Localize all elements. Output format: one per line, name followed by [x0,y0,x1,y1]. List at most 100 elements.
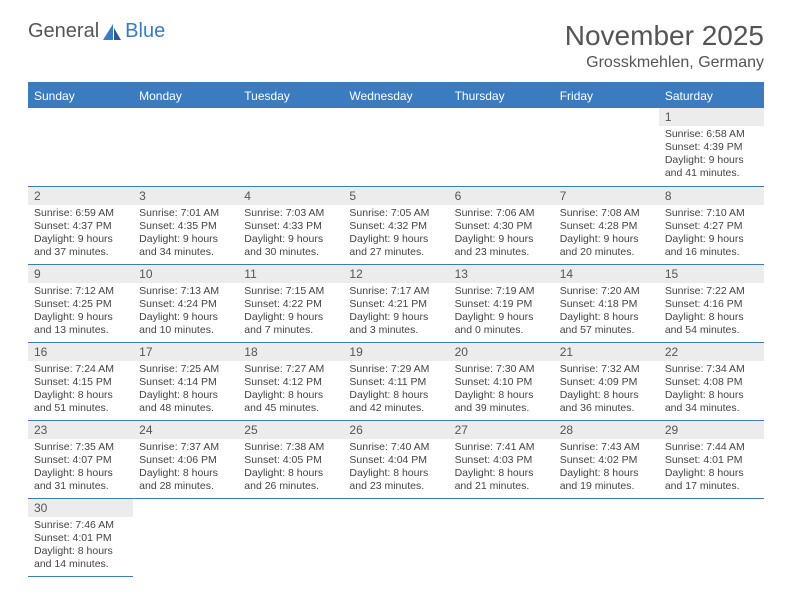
day-cell: 27Sunrise: 7:41 AMSunset: 4:03 PMDayligh… [449,420,554,498]
day-details: Sunrise: 7:12 AMSunset: 4:25 PMDaylight:… [28,283,133,342]
day-number: 25 [238,421,343,439]
day-details: Sunrise: 6:58 AMSunset: 4:39 PMDaylight:… [659,126,764,185]
day-number: 19 [343,343,448,361]
day-cell: 9Sunrise: 7:12 AMSunset: 4:25 PMDaylight… [28,264,133,342]
day-details: Sunrise: 7:22 AMSunset: 4:16 PMDaylight:… [659,283,764,342]
day-cell: 8Sunrise: 7:10 AMSunset: 4:27 PMDaylight… [659,186,764,264]
weekday-header: Tuesday [238,83,343,108]
day-number: 17 [133,343,238,361]
calendar-row: 1Sunrise: 6:58 AMSunset: 4:39 PMDaylight… [28,108,764,186]
day-number: 28 [554,421,659,439]
logo-sail-icon [101,22,123,42]
empty-cell [238,108,343,186]
day-details: Sunrise: 7:29 AMSunset: 4:11 PMDaylight:… [343,361,448,420]
day-number: 7 [554,187,659,205]
day-number: 12 [343,265,448,283]
empty-cell [449,498,554,576]
day-details: Sunrise: 7:25 AMSunset: 4:14 PMDaylight:… [133,361,238,420]
weekday-header-row: SundayMondayTuesdayWednesdayThursdayFrid… [28,83,764,108]
day-details: Sunrise: 7:20 AMSunset: 4:18 PMDaylight:… [554,283,659,342]
weekday-header: Saturday [659,83,764,108]
calendar-row: 30Sunrise: 7:46 AMSunset: 4:01 PMDayligh… [28,498,764,576]
day-details: Sunrise: 7:27 AMSunset: 4:12 PMDaylight:… [238,361,343,420]
day-number: 20 [449,343,554,361]
empty-cell [133,108,238,186]
day-cell: 15Sunrise: 7:22 AMSunset: 4:16 PMDayligh… [659,264,764,342]
day-cell: 23Sunrise: 7:35 AMSunset: 4:07 PMDayligh… [28,420,133,498]
day-number: 29 [659,421,764,439]
day-details: Sunrise: 6:59 AMSunset: 4:37 PMDaylight:… [28,205,133,264]
day-details: Sunrise: 7:10 AMSunset: 4:27 PMDaylight:… [659,205,764,264]
day-number: 30 [28,499,133,517]
day-number: 5 [343,187,448,205]
day-cell: 16Sunrise: 7:24 AMSunset: 4:15 PMDayligh… [28,342,133,420]
day-details: Sunrise: 7:24 AMSunset: 4:15 PMDaylight:… [28,361,133,420]
header: General Blue November 2025 Grosskmehlen,… [28,20,764,72]
weekday-header: Monday [133,83,238,108]
day-details: Sunrise: 7:44 AMSunset: 4:01 PMDaylight:… [659,439,764,498]
empty-cell [659,498,764,576]
weekday-header: Thursday [449,83,554,108]
day-cell: 19Sunrise: 7:29 AMSunset: 4:11 PMDayligh… [343,342,448,420]
logo-text-2: Blue [125,20,165,43]
day-cell: 6Sunrise: 7:06 AMSunset: 4:30 PMDaylight… [449,186,554,264]
day-cell: 4Sunrise: 7:03 AMSunset: 4:33 PMDaylight… [238,186,343,264]
day-details: Sunrise: 7:19 AMSunset: 4:19 PMDaylight:… [449,283,554,342]
calendar-row: 23Sunrise: 7:35 AMSunset: 4:07 PMDayligh… [28,420,764,498]
day-number: 4 [238,187,343,205]
day-cell: 11Sunrise: 7:15 AMSunset: 4:22 PMDayligh… [238,264,343,342]
empty-cell [343,498,448,576]
day-number: 23 [28,421,133,439]
empty-cell [133,498,238,576]
day-number: 2 [28,187,133,205]
day-cell: 29Sunrise: 7:44 AMSunset: 4:01 PMDayligh… [659,420,764,498]
day-details: Sunrise: 7:30 AMSunset: 4:10 PMDaylight:… [449,361,554,420]
day-cell: 1Sunrise: 6:58 AMSunset: 4:39 PMDaylight… [659,108,764,186]
weekday-header: Sunday [28,83,133,108]
day-details: Sunrise: 7:05 AMSunset: 4:32 PMDaylight:… [343,205,448,264]
day-cell: 5Sunrise: 7:05 AMSunset: 4:32 PMDaylight… [343,186,448,264]
empty-cell [449,108,554,186]
calendar-table: SundayMondayTuesdayWednesdayThursdayFrid… [28,82,764,577]
day-number: 16 [28,343,133,361]
day-number: 9 [28,265,133,283]
day-number: 18 [238,343,343,361]
day-cell: 20Sunrise: 7:30 AMSunset: 4:10 PMDayligh… [449,342,554,420]
day-details: Sunrise: 7:34 AMSunset: 4:08 PMDaylight:… [659,361,764,420]
day-cell: 2Sunrise: 6:59 AMSunset: 4:37 PMDaylight… [28,186,133,264]
day-cell: 22Sunrise: 7:34 AMSunset: 4:08 PMDayligh… [659,342,764,420]
day-details: Sunrise: 7:06 AMSunset: 4:30 PMDaylight:… [449,205,554,264]
day-cell: 26Sunrise: 7:40 AMSunset: 4:04 PMDayligh… [343,420,448,498]
empty-cell [554,498,659,576]
day-number: 21 [554,343,659,361]
title-month: November 2025 [565,20,764,52]
day-number: 13 [449,265,554,283]
day-number: 6 [449,187,554,205]
day-number: 24 [133,421,238,439]
empty-cell [28,108,133,186]
empty-cell [238,498,343,576]
day-details: Sunrise: 7:01 AMSunset: 4:35 PMDaylight:… [133,205,238,264]
day-number: 8 [659,187,764,205]
day-cell: 30Sunrise: 7:46 AMSunset: 4:01 PMDayligh… [28,498,133,576]
day-cell: 7Sunrise: 7:08 AMSunset: 4:28 PMDaylight… [554,186,659,264]
empty-cell [554,108,659,186]
calendar-row: 16Sunrise: 7:24 AMSunset: 4:15 PMDayligh… [28,342,764,420]
day-cell: 24Sunrise: 7:37 AMSunset: 4:06 PMDayligh… [133,420,238,498]
day-details: Sunrise: 7:17 AMSunset: 4:21 PMDaylight:… [343,283,448,342]
day-cell: 10Sunrise: 7:13 AMSunset: 4:24 PMDayligh… [133,264,238,342]
day-details: Sunrise: 7:46 AMSunset: 4:01 PMDaylight:… [28,517,133,576]
day-cell: 13Sunrise: 7:19 AMSunset: 4:19 PMDayligh… [449,264,554,342]
calendar-row: 2Sunrise: 6:59 AMSunset: 4:37 PMDaylight… [28,186,764,264]
logo-text-1: General [28,20,99,43]
day-number: 1 [659,108,764,126]
day-details: Sunrise: 7:03 AMSunset: 4:33 PMDaylight:… [238,205,343,264]
day-details: Sunrise: 7:13 AMSunset: 4:24 PMDaylight:… [133,283,238,342]
day-cell: 28Sunrise: 7:43 AMSunset: 4:02 PMDayligh… [554,420,659,498]
day-details: Sunrise: 7:37 AMSunset: 4:06 PMDaylight:… [133,439,238,498]
day-cell: 14Sunrise: 7:20 AMSunset: 4:18 PMDayligh… [554,264,659,342]
calendar-body: 1Sunrise: 6:58 AMSunset: 4:39 PMDaylight… [28,108,764,576]
day-cell: 17Sunrise: 7:25 AMSunset: 4:14 PMDayligh… [133,342,238,420]
calendar-row: 9Sunrise: 7:12 AMSunset: 4:25 PMDaylight… [28,264,764,342]
day-cell: 25Sunrise: 7:38 AMSunset: 4:05 PMDayligh… [238,420,343,498]
